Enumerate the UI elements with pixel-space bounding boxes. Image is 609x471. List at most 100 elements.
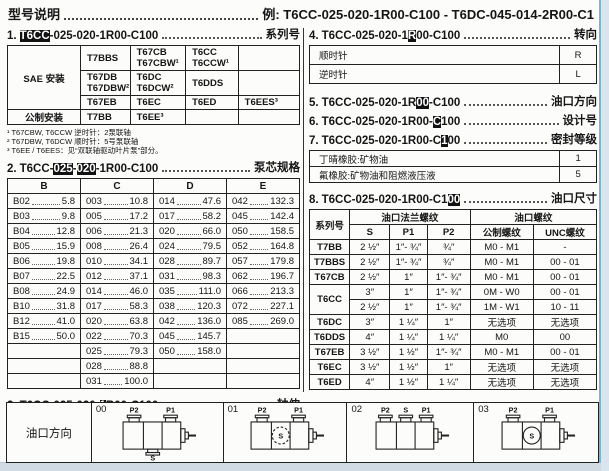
port-direction-label: 油口方向 — [7, 403, 92, 462]
column-header: UNC螺纹 — [532, 224, 598, 240]
pump-core-row: 025 79.3 050 158.0 — [7, 343, 300, 359]
title-label: 型号说明 — [8, 7, 61, 22]
cell-code: 038 — [159, 300, 175, 312]
cell-value: 98.3 — [202, 270, 222, 282]
port-size-cell: 无选项 — [532, 374, 598, 390]
cell-value: 17.2 — [129, 210, 149, 222]
series-cell — [237, 109, 301, 125]
port-label-p2: P2 — [381, 405, 390, 414]
cell-code: 003 — [86, 195, 102, 207]
pump-core-cell: 031 98.3 — [153, 268, 227, 284]
port-size-cell: 2 ½″ — [349, 254, 391, 270]
series-name: T7BBS — [87, 52, 119, 64]
port-size-cell: 1 ¼″ — [389, 314, 428, 330]
model-code: T6CC-025-020-1R00-C100 — [322, 97, 460, 109]
code-part: T6CC-025-020-1R00- — [321, 116, 433, 128]
model-code: T6CC-025-020-1R00-C100 — [321, 30, 461, 42]
dotted-leader — [31, 293, 55, 295]
cell-code: 028 — [159, 255, 175, 267]
dotted-leader — [103, 203, 128, 205]
series-name: T67DBW² — [87, 83, 130, 94]
port-size-cell: 4″ — [349, 329, 391, 345]
port-size-row: T7BB 2 ½″ 1″- ¾″ ¾″ M0 - M1- — [308, 239, 598, 255]
pump-core-cell: 014 46.0 — [80, 283, 154, 299]
cell-value: 26.4 — [129, 240, 149, 252]
port-size-cell: ¾″ — [426, 239, 471, 255]
pump-core-cell — [226, 328, 300, 344]
cell-value: 142.4 — [270, 210, 294, 222]
cell-code: B15 — [13, 330, 30, 342]
pump-core-cell: 052 164.8 — [226, 238, 300, 254]
series-name: T6CC — [192, 47, 217, 58]
series-cell: T6EE³ — [129, 109, 187, 125]
dotted-leader — [464, 201, 547, 203]
cell-code: B06 — [13, 255, 30, 267]
code-part: T6CC-025-020-1R00-C1 — [321, 194, 448, 206]
port-label-p1: P1 — [166, 405, 175, 414]
dotted-leader — [31, 218, 60, 220]
code-highlight: R — [407, 30, 417, 42]
series-cell: T6EES³ — [237, 95, 301, 110]
port-size-row: T7BBS 2 ½″ 1″- ¾″ ¾″ M0 - M1 00 - 01 — [308, 254, 598, 270]
pump-core-row: 031 100.0 — [7, 373, 300, 389]
column-header: 系列号 — [308, 209, 351, 240]
pump-core-row: B04 12.8 006 21.3 020 66.0 050 158.5 — [7, 223, 300, 239]
dotted-leader — [249, 278, 269, 280]
cell-value: 47.6 — [202, 195, 222, 207]
pump-core-cell: 028 89.7 — [153, 253, 227, 269]
dotted-leader — [176, 323, 196, 325]
code-highlight: C — [432, 116, 442, 128]
code-part: -1R00-C100 — [95, 163, 159, 175]
dotted-leader — [162, 170, 250, 172]
cell-code: 020 — [159, 225, 175, 237]
column-header: S — [349, 224, 391, 240]
cell-value: 5.8 — [61, 195, 75, 207]
dotted-leader — [249, 203, 269, 205]
cell-value: 79.3 — [129, 345, 149, 357]
pump-core-cell: 045 142.4 — [226, 208, 300, 224]
code-part: 00-C100 — [416, 30, 461, 42]
seal-code: 1 — [559, 150, 597, 167]
dotted-leader — [249, 263, 269, 265]
footnote: ¹ T67CBW, T6CCW 逆时针：2泵联轴 — [7, 128, 131, 137]
code-part: T6CC-025-020-1 — [321, 30, 408, 42]
port-size-cell: 1 ½″ — [389, 374, 428, 390]
cell-value: 22.5 — [56, 270, 76, 282]
pump-core-cell: 017 58.3 — [80, 298, 154, 314]
cell-code: 042 — [232, 195, 248, 207]
column-group-header: 油口法兰螺纹 — [349, 209, 471, 225]
cell-value: 58.2 — [202, 210, 222, 222]
section-number: 1. — [7, 30, 17, 42]
port-label-p1: P1 — [422, 405, 431, 414]
port-label-p2: P2 — [509, 405, 518, 414]
section-label: 系列号 — [265, 29, 301, 41]
port-size-cell: 1″- ¾″ — [426, 299, 471, 315]
column-header: 公制螺纹 — [469, 224, 534, 240]
code-part: - — [72, 163, 77, 175]
port-size-cell: 00 - 01 — [532, 269, 598, 285]
port-size-cell: M0 — [469, 329, 534, 345]
cell-code: 017 — [86, 300, 102, 312]
pump-core-cell: 025 79.3 — [80, 343, 154, 359]
catalog-page: 型号说明 例: T6CC-025-020-1R00-C100 - T6DC-04… — [0, 0, 601, 463]
series-cell: T67DB T67DBW² — [80, 70, 131, 96]
dotted-leader — [249, 308, 269, 310]
rotation-code: L — [559, 64, 597, 84]
cell-code: 008 — [86, 240, 102, 252]
dotted-leader — [176, 353, 196, 355]
option-code: 01 — [227, 404, 239, 415]
code-highlight: 00 — [416, 97, 429, 109]
port-size-cell: 1 ¼″ — [426, 329, 471, 345]
port-size-cell: 无选项 — [532, 359, 598, 375]
port-size-row: T6DC 3″ 1 ¼″ 1″ 无选项 无选项 — [308, 314, 598, 330]
cell-value: 37.1 — [129, 270, 149, 282]
port-size-row: 2 ½″ 1″ 1″- ¾″ 1M - W1 10 - 11 — [310, 299, 598, 315]
column-header: E — [226, 178, 300, 194]
series-name: T6DC — [136, 72, 162, 83]
seal-table: 丁晴橡胶:矿物油 1 氟橡胶:矿物油和阻燃液压液 5 — [308, 150, 597, 183]
pump-core-cell: B10 31.8 — [7, 298, 81, 314]
footnotes: ¹ T67CBW, T6CCW 逆时针：2泵联轴 ² T67DBW, T6DCW… — [7, 128, 300, 155]
cell-value: 19.8 — [56, 255, 76, 267]
pump-core-cell: B02 5.8 — [7, 193, 81, 209]
port-size-cell: 3 ½″ — [349, 344, 391, 360]
